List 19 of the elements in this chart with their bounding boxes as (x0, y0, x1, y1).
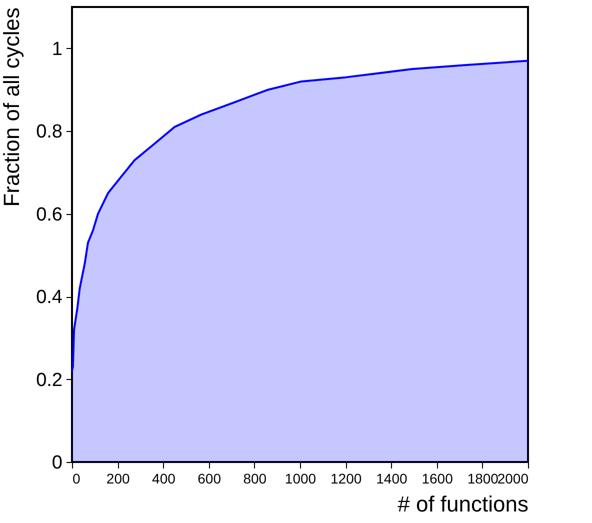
x-tick-label: 2000 (497, 470, 529, 486)
x-tick-label: 0 (72, 470, 80, 486)
x-tick-label: 1800 (467, 470, 499, 486)
x-axis-title: # of functions (398, 492, 528, 516)
x-tick-label: 600 (198, 470, 222, 486)
x-tick-label: 1400 (376, 470, 408, 486)
y-tick-label: 0.8 (36, 122, 62, 143)
x-tick-label: 800 (243, 470, 267, 486)
x-tick-label: 1000 (284, 470, 316, 486)
x-tick-label: 1600 (422, 470, 454, 486)
y-tick-label: 0.6 (36, 204, 62, 226)
x-tick-label: 200 (106, 470, 130, 486)
y-tick-label: 0.2 (36, 370, 62, 391)
y-tick-label: 1 (52, 38, 62, 60)
x-tick-label: 1200 (330, 470, 362, 486)
y-axis-title: Fraction of all cycles (0, 8, 24, 207)
y-tick-label: 0 (52, 452, 62, 474)
y-tick-label: 0.4 (36, 287, 63, 308)
x-tick-label: 400 (152, 470, 176, 486)
